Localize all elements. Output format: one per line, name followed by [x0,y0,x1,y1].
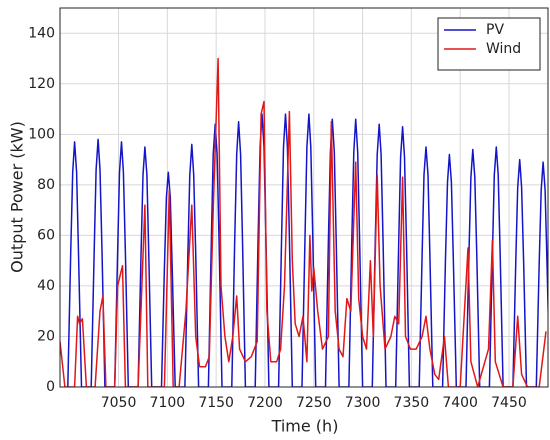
x-tick-label: 7050 [101,395,137,411]
x-tick-label: 7100 [150,395,186,411]
legend-box [437,17,541,71]
y-tick-label: 20 [37,328,55,344]
x-tick-label: 7250 [296,395,332,411]
y-tick-label: 40 [37,278,55,294]
legend-label: PV [486,22,504,38]
y-tick-label: 120 [28,76,55,92]
x-axis-label: Time (h) [271,417,339,436]
x-tick-label: 7200 [247,395,283,411]
y-tick-label: 80 [37,177,55,193]
y-tick-label: 0 [46,379,55,395]
line-series [60,57,547,387]
line-series [67,113,548,387]
x-tick-label: 7450 [491,395,527,411]
x-tick-label: 7400 [442,395,478,411]
x-tick-label: 7300 [345,395,381,411]
y-tick-label: 140 [28,25,55,41]
x-tick-label: 7150 [198,395,234,411]
legend-label: Wind [486,41,521,57]
y-tick-label: 100 [28,126,55,142]
y-axis-label: Output Power (kW) [8,121,27,273]
plot-frame [59,7,549,388]
y-tick-label: 60 [37,227,55,243]
x-tick-label: 7350 [394,395,430,411]
